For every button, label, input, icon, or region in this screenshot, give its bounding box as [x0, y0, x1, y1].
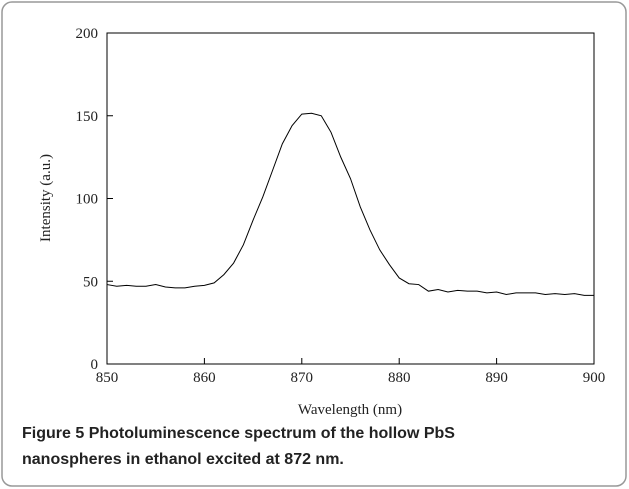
y-tick-label: 50 — [83, 274, 98, 290]
caption-line: nanospheres in ethanol excited at 872 nm… — [22, 451, 344, 468]
caption-line: Photoluminescence spectrum of the hollow… — [89, 425, 456, 442]
y-tick-label: 150 — [76, 109, 99, 125]
caption-label: Figure 5 — [22, 425, 84, 442]
x-tick-label: 850 — [96, 370, 119, 386]
x-tick-label: 900 — [583, 370, 606, 386]
plot-area — [106, 32, 595, 365]
x-tick-label: 860 — [193, 370, 216, 386]
x-axis-label: Wavelength (nm) — [298, 402, 402, 418]
x-tick-label: 880 — [388, 370, 411, 386]
y-tick-label: 0 — [91, 357, 99, 373]
y-tick-label: 200 — [76, 26, 99, 42]
x-tick-label: 890 — [485, 370, 508, 386]
y-axis-label: Intensity (a.u.) — [38, 154, 54, 242]
x-tick-label: 870 — [291, 370, 314, 386]
data-line — [106, 112, 594, 296]
y-tick-label: 100 — [76, 192, 99, 208]
caption: Figure 5 Photoluminescence spectrum of t… — [22, 425, 455, 442]
